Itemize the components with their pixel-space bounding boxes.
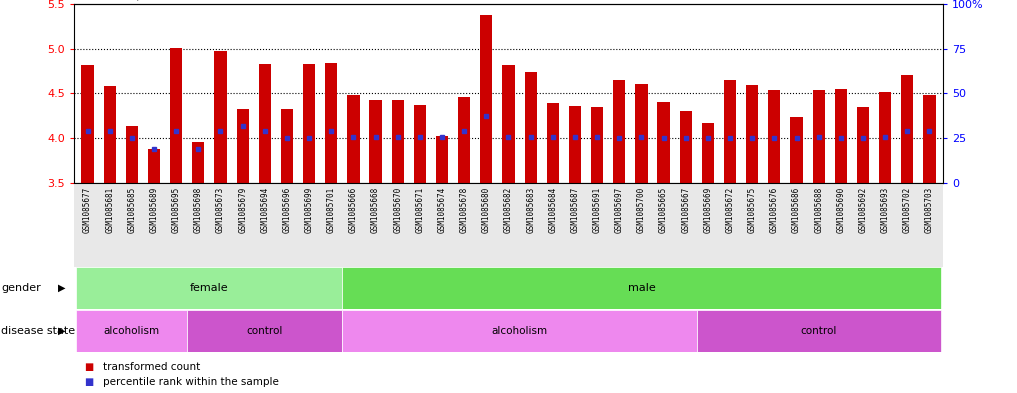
Text: GSM1085693: GSM1085693	[881, 187, 890, 233]
Bar	[281, 108, 293, 183]
Bar	[436, 136, 448, 183]
Bar	[857, 107, 870, 183]
Bar	[303, 64, 315, 183]
Text: GSM1085689: GSM1085689	[149, 187, 159, 233]
Bar	[724, 80, 736, 183]
Bar	[126, 127, 138, 183]
Text: GSM1085666: GSM1085666	[349, 187, 358, 233]
Text: ■: ■	[84, 377, 94, 387]
Bar	[104, 86, 116, 183]
Text: GSM1085682: GSM1085682	[504, 187, 513, 233]
Text: alcoholism: alcoholism	[104, 326, 160, 336]
Bar	[525, 72, 537, 183]
Bar	[76, 310, 187, 352]
Text: GSM1085671: GSM1085671	[415, 187, 424, 233]
Text: GSM1085687: GSM1085687	[571, 187, 580, 233]
Bar	[258, 64, 271, 183]
Bar	[923, 95, 936, 183]
Bar	[591, 107, 603, 183]
Text: GSM1085691: GSM1085691	[593, 187, 602, 233]
Text: GSM1085690: GSM1085690	[836, 187, 845, 233]
Bar	[702, 123, 714, 183]
Text: GSM1085700: GSM1085700	[637, 187, 646, 233]
Text: GSM1085667: GSM1085667	[681, 187, 691, 233]
Text: GSM1085673: GSM1085673	[216, 187, 225, 233]
Bar	[343, 267, 941, 309]
Text: ■: ■	[84, 362, 94, 372]
Text: GSM1085685: GSM1085685	[127, 187, 136, 233]
Text: GSM1085675: GSM1085675	[747, 187, 757, 233]
Text: GSM1085694: GSM1085694	[260, 187, 270, 233]
Text: percentile rank within the sample: percentile rank within the sample	[103, 377, 279, 387]
Bar	[480, 15, 492, 183]
Text: male: male	[627, 283, 655, 293]
Text: transformed count: transformed count	[103, 362, 200, 372]
Text: GSM1085676: GSM1085676	[770, 187, 779, 233]
Text: GSM1085702: GSM1085702	[903, 187, 912, 233]
Text: GSM1085668: GSM1085668	[371, 187, 380, 233]
Bar	[901, 75, 913, 183]
Text: control: control	[246, 326, 283, 336]
Bar	[458, 97, 470, 183]
Bar	[76, 267, 343, 309]
Text: GDS4879 / 8179258: GDS4879 / 8179258	[74, 0, 201, 1]
Text: GSM1085680: GSM1085680	[482, 187, 491, 233]
Bar	[658, 102, 669, 183]
Text: GSM1085695: GSM1085695	[172, 187, 181, 233]
Text: disease state: disease state	[1, 326, 75, 336]
Text: alcoholism: alcoholism	[491, 326, 547, 336]
Text: GSM1085679: GSM1085679	[238, 187, 247, 233]
Bar	[547, 103, 559, 183]
Bar	[813, 90, 825, 183]
Bar	[835, 89, 847, 183]
Bar	[636, 83, 648, 183]
Text: GSM1085692: GSM1085692	[858, 187, 868, 233]
Text: GSM1085674: GSM1085674	[437, 187, 446, 233]
Bar	[343, 310, 697, 352]
Bar	[392, 99, 404, 183]
Text: GSM1085681: GSM1085681	[105, 187, 114, 233]
Bar	[325, 63, 338, 183]
Text: GSM1085697: GSM1085697	[615, 187, 623, 233]
Text: GSM1085703: GSM1085703	[925, 187, 934, 233]
Text: GSM1085699: GSM1085699	[305, 187, 313, 233]
Text: GSM1085665: GSM1085665	[659, 187, 668, 233]
Text: GSM1085684: GSM1085684	[548, 187, 557, 233]
Bar	[369, 99, 381, 183]
Bar	[879, 92, 891, 183]
Text: GSM1085677: GSM1085677	[83, 187, 92, 233]
Text: female: female	[190, 283, 229, 293]
Bar	[192, 141, 204, 183]
Text: GSM1085669: GSM1085669	[704, 187, 712, 233]
Bar	[237, 109, 249, 183]
Bar	[147, 149, 160, 183]
Bar	[414, 105, 426, 183]
Text: control: control	[800, 326, 837, 336]
Bar	[768, 90, 780, 183]
Text: gender: gender	[1, 283, 41, 293]
Text: GSM1085686: GSM1085686	[792, 187, 801, 233]
Text: GSM1085683: GSM1085683	[526, 187, 535, 233]
Bar	[187, 310, 343, 352]
Bar	[613, 80, 625, 183]
Bar	[569, 106, 581, 183]
Bar	[81, 65, 94, 183]
Bar	[679, 111, 692, 183]
Bar	[746, 85, 759, 183]
Bar	[215, 51, 227, 183]
Text: GSM1085672: GSM1085672	[725, 187, 734, 233]
Text: GSM1085670: GSM1085670	[394, 187, 402, 233]
Bar	[502, 65, 515, 183]
Bar	[170, 48, 182, 183]
Bar	[790, 117, 802, 183]
Text: ▶: ▶	[58, 326, 66, 336]
Text: GSM1085678: GSM1085678	[460, 187, 469, 233]
Text: GSM1085701: GSM1085701	[326, 187, 336, 233]
Text: GSM1085698: GSM1085698	[194, 187, 202, 233]
Text: GSM1085688: GSM1085688	[815, 187, 823, 233]
Text: GSM1085696: GSM1085696	[283, 187, 292, 233]
Text: ▶: ▶	[58, 283, 66, 293]
Bar	[348, 95, 359, 183]
Bar	[697, 310, 941, 352]
